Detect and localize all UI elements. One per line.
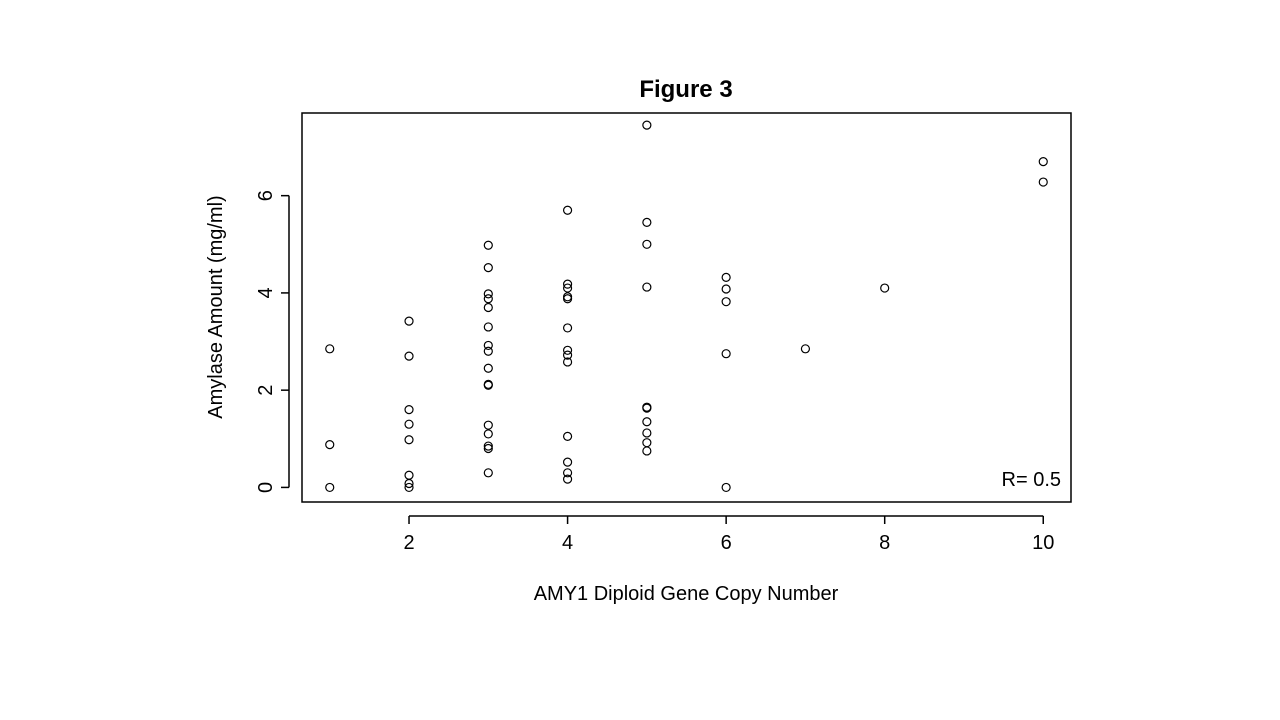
- data-point: [483, 289, 493, 299]
- data-point: [562, 345, 573, 355]
- data-point: [562, 457, 573, 467]
- data-point: [483, 380, 493, 390]
- data-point: [325, 482, 335, 493]
- correlation-annotation: R= 0.5: [1002, 469, 1061, 491]
- y-tick-label: 2: [255, 385, 277, 396]
- data-point: [325, 440, 335, 450]
- data-point: [642, 428, 652, 438]
- data-point: [483, 420, 493, 430]
- data-point: [880, 283, 890, 293]
- y-axis-label: Amylase Amount (mg/ml): [205, 195, 227, 418]
- data-point: [562, 323, 573, 333]
- data-point: [483, 429, 493, 439]
- data-point: [1038, 157, 1048, 167]
- data-point: [483, 468, 493, 478]
- x-tick-label: 8: [879, 532, 890, 554]
- data-point: [642, 217, 652, 228]
- data-point: [404, 405, 414, 415]
- x-axis-label: AMY1 Diploid Gene Copy Number: [534, 583, 839, 605]
- data-point: [562, 350, 573, 360]
- y-tick-label: 4: [255, 287, 277, 298]
- y-tick-label: 6: [255, 190, 277, 201]
- data-point: [483, 263, 493, 273]
- data-point: [404, 419, 414, 429]
- data-point: [1038, 177, 1048, 187]
- data-point: [642, 282, 652, 292]
- data-point: [404, 316, 414, 326]
- data-point: [483, 240, 493, 250]
- data-point: [404, 470, 414, 480]
- data-point: [483, 363, 493, 373]
- data-point: [562, 279, 573, 289]
- y-axis: 0 2 4 6: [255, 190, 290, 493]
- chart-title: Figure 3: [639, 76, 732, 103]
- data-point: [642, 417, 652, 427]
- data-point: [721, 284, 731, 294]
- data-point: [483, 340, 493, 351]
- data-point: [721, 272, 731, 282]
- data-point: [800, 344, 811, 354]
- data-point: [404, 435, 414, 445]
- data-point: [483, 302, 493, 313]
- data-point: [483, 322, 493, 332]
- y-tick-label: 0: [255, 482, 277, 493]
- data-point: [721, 297, 731, 307]
- data-point: [404, 482, 414, 493]
- x-tick-label: 4: [562, 532, 573, 554]
- data-point: [483, 346, 493, 356]
- data-point: [562, 468, 573, 478]
- data-point: [642, 438, 652, 448]
- data-point: [721, 349, 731, 359]
- data-points: [325, 120, 1048, 493]
- data-point: [562, 294, 573, 304]
- data-point: [562, 205, 573, 215]
- data-point: [404, 478, 414, 489]
- data-point: [483, 294, 493, 304]
- data-point: [562, 283, 573, 293]
- data-point: [404, 351, 414, 361]
- data-point: [325, 344, 335, 354]
- data-point: [483, 441, 493, 451]
- x-tick-label: 10: [1032, 532, 1054, 554]
- data-point: [483, 443, 493, 454]
- x-tick-label: 6: [721, 532, 732, 554]
- data-point: [721, 482, 731, 493]
- data-point: [642, 120, 652, 130]
- data-point: [562, 431, 573, 441]
- x-axis: 2 4 6 8 10: [403, 515, 1054, 554]
- plot-area: [301, 112, 1072, 503]
- x-tick-label: 2: [403, 532, 414, 554]
- data-point: [642, 403, 652, 413]
- data-point: [642, 446, 652, 456]
- data-point: [562, 357, 573, 367]
- data-point: [562, 474, 573, 484]
- data-point: [642, 239, 652, 249]
